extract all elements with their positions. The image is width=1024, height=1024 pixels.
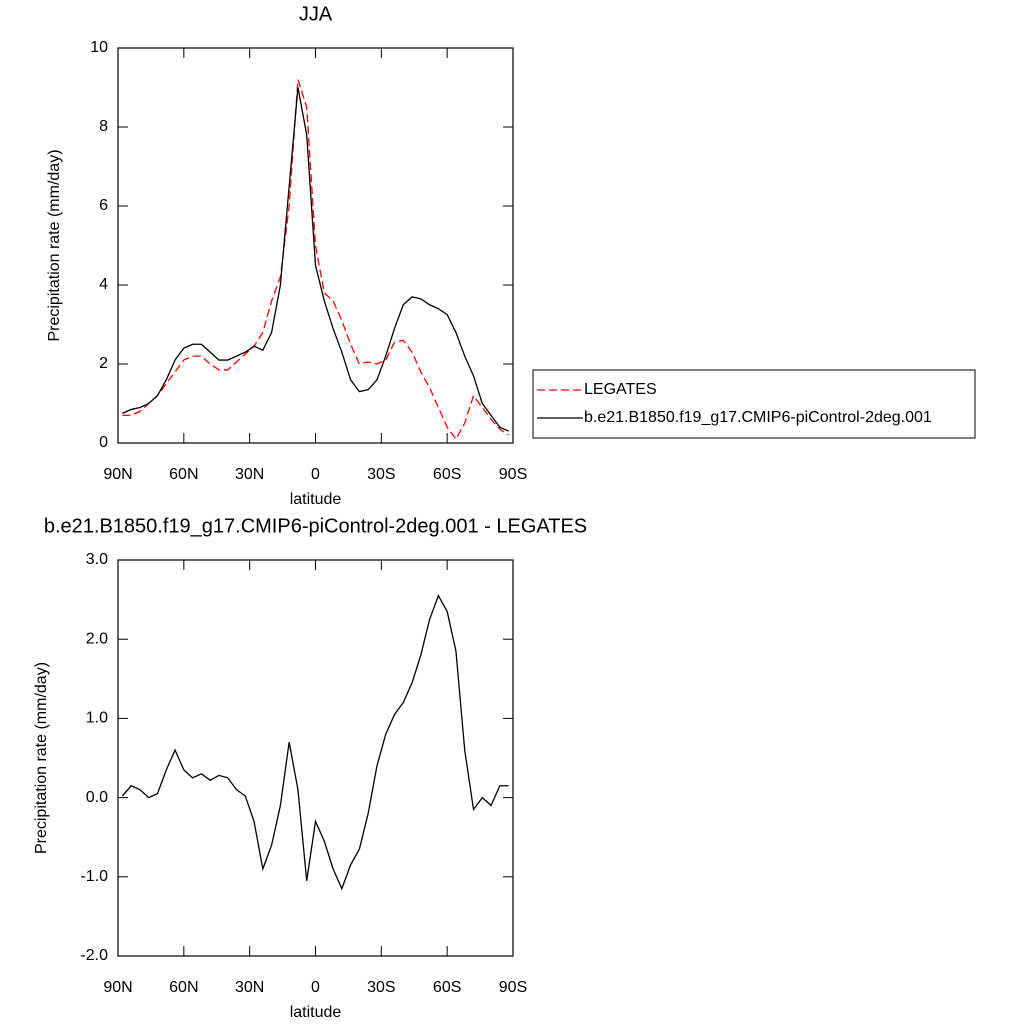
legend-label: LEGATES bbox=[584, 381, 657, 398]
chart-title: b.e21.B1850.f19_g17.CMIP6-piControl-2deg… bbox=[44, 515, 587, 537]
x-tick-label: 60N bbox=[169, 466, 198, 483]
x-tick-label: 0 bbox=[311, 466, 320, 483]
legend-box bbox=[532, 369, 976, 439]
x-tick-label: 90N bbox=[103, 466, 132, 483]
x-tick-label: 90N bbox=[103, 979, 132, 996]
x-tick-label: 90S bbox=[499, 466, 527, 483]
y-tick-label: 2.0 bbox=[86, 630, 108, 647]
y-tick-label: 8 bbox=[99, 118, 108, 135]
data-line bbox=[122, 87, 509, 432]
x-tick-label: 60N bbox=[169, 979, 198, 996]
y-tick-label: -2.0 bbox=[80, 947, 108, 964]
x-tick-label: 30S bbox=[367, 979, 395, 996]
x-axis-label: latitude bbox=[290, 491, 342, 508]
x-tick-label: 60S bbox=[433, 466, 461, 483]
y-tick-label: 2 bbox=[99, 355, 108, 372]
y-tick-label: 0.0 bbox=[86, 789, 108, 806]
y-tick-label: 10 bbox=[90, 39, 108, 56]
x-tick-label: 30S bbox=[367, 466, 395, 483]
y-tick-label: -1.0 bbox=[80, 868, 108, 885]
y-axis-label: Precipitation rate (mm/day) bbox=[46, 149, 63, 341]
chart-title: JJA bbox=[299, 3, 333, 25]
data-line bbox=[121, 594, 509, 891]
y-tick-label: 3.0 bbox=[86, 551, 108, 568]
x-tick-label: 30N bbox=[235, 979, 264, 996]
x-tick-label: 60S bbox=[433, 979, 461, 996]
y-tick-label: 4 bbox=[99, 276, 108, 293]
y-tick-label: 6 bbox=[99, 197, 108, 214]
x-tick-label: 0 bbox=[311, 979, 320, 996]
plot-frame bbox=[117, 47, 514, 444]
y-tick-label: 0 bbox=[99, 434, 108, 451]
x-tick-label: 90S bbox=[499, 979, 527, 996]
x-axis-label: latitude bbox=[290, 1004, 342, 1021]
y-tick-label: 1.0 bbox=[86, 710, 108, 727]
plot-frame bbox=[117, 559, 514, 957]
y-axis-label: Precipitation rate (mm/day) bbox=[33, 662, 50, 854]
legend-label: b.e21.B1850.f19_g17.CMIP6-piControl-2deg… bbox=[584, 409, 932, 426]
data-line bbox=[122, 79, 509, 441]
x-tick-label: 30N bbox=[235, 466, 264, 483]
